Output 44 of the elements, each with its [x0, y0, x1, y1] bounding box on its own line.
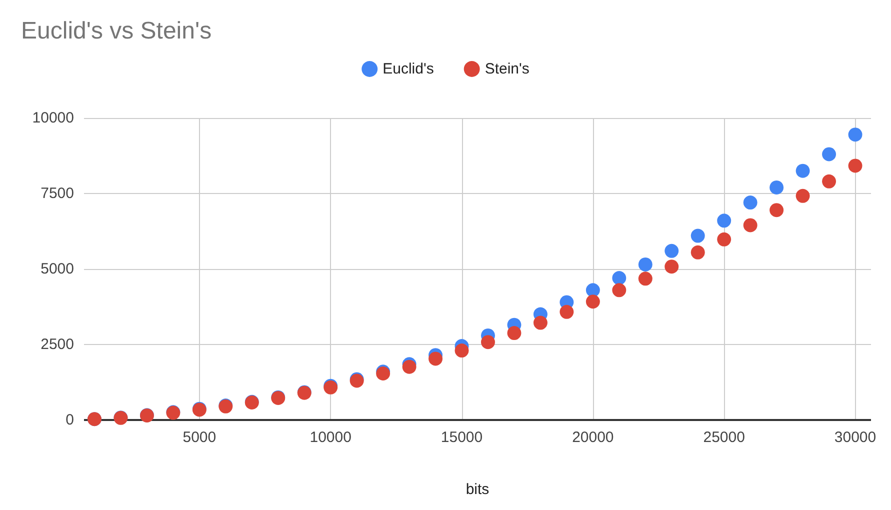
point	[690, 228, 705, 243]
point	[586, 283, 600, 298]
x-tick-label: 30000	[834, 429, 876, 446]
point	[454, 344, 469, 358]
point	[612, 271, 626, 286]
x-axis-title: bits	[466, 481, 490, 498]
y-tick-label: 10000	[32, 110, 74, 126]
point	[770, 203, 784, 218]
point	[822, 174, 836, 188]
y-tick-label: 0	[66, 412, 74, 428]
point	[560, 304, 574, 319]
x-tick-label: 15000	[440, 429, 483, 446]
point	[770, 180, 784, 194]
point	[428, 352, 443, 366]
point	[796, 188, 810, 203]
point	[664, 244, 679, 258]
point	[848, 128, 862, 142]
point	[612, 283, 626, 298]
point	[822, 147, 836, 162]
x-tick-label: 25000	[703, 429, 745, 446]
y-tick-label: 5000	[40, 260, 74, 278]
point	[481, 335, 495, 350]
point	[796, 164, 810, 178]
point	[664, 260, 679, 274]
point	[717, 232, 732, 246]
point	[638, 272, 652, 286]
point	[743, 218, 758, 232]
legend-label: Euclid's	[382, 60, 434, 78]
legend-label: Stein's	[484, 60, 530, 78]
y-tick-label: 2500	[40, 336, 74, 353]
x-tick-label: 20000	[572, 429, 614, 446]
point	[743, 196, 758, 210]
point	[586, 294, 600, 309]
chart-title: Euclid's vs Stein's	[21, 18, 212, 44]
point	[402, 360, 416, 374]
x-tick-label: 5000	[182, 429, 216, 446]
x-tick-label: 10000	[310, 429, 352, 446]
point	[690, 245, 705, 260]
point	[507, 326, 522, 340]
y-tick-label: 7500	[40, 185, 74, 202]
point	[848, 158, 862, 173]
point	[717, 214, 732, 228]
point	[638, 257, 652, 272]
point	[533, 316, 548, 330]
